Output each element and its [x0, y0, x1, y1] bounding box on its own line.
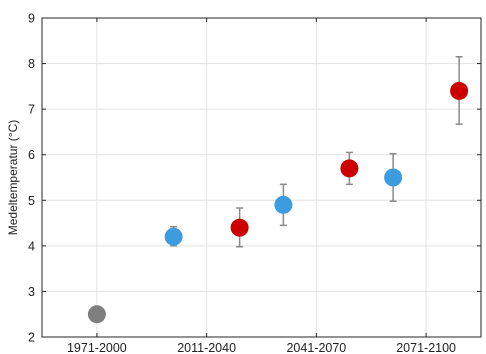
- y-axis-ticks: 2 3 4 5 6 7 8 9: [28, 12, 481, 345]
- error-bars: [170, 55, 463, 248]
- data-point: [164, 227, 183, 246]
- x-tick-label: 2041-2070: [286, 341, 346, 354]
- data-points: [87, 81, 469, 324]
- y-tick-label: 5: [28, 194, 35, 208]
- data-point: [230, 218, 249, 237]
- x-axis-ticks: 1971-2000 2011-2040 2041-2070 2071-2100: [67, 18, 456, 354]
- grid: [42, 17, 481, 338]
- plot-frame: [41, 17, 482, 338]
- x-tick-label: 1971-2000: [67, 341, 127, 354]
- y-tick-label: 6: [28, 148, 35, 162]
- y-axis-label: Medeltemperatur (°C): [6, 120, 20, 236]
- x-tick-label: 2071-2100: [396, 341, 456, 354]
- data-point: [450, 81, 469, 100]
- y-tick-label: 3: [28, 285, 35, 299]
- data-point: [87, 305, 106, 324]
- data-point: [384, 168, 403, 187]
- y-tick-label: 2: [28, 331, 35, 345]
- y-tick-label: 7: [28, 103, 35, 117]
- y-tick-label: 4: [28, 239, 35, 253]
- y-tick-label: 9: [28, 12, 35, 26]
- data-point: [340, 159, 359, 178]
- data-point: [274, 195, 293, 214]
- x-tick-label: 2011-2040: [177, 341, 236, 354]
- y-tick-label: 8: [28, 57, 35, 71]
